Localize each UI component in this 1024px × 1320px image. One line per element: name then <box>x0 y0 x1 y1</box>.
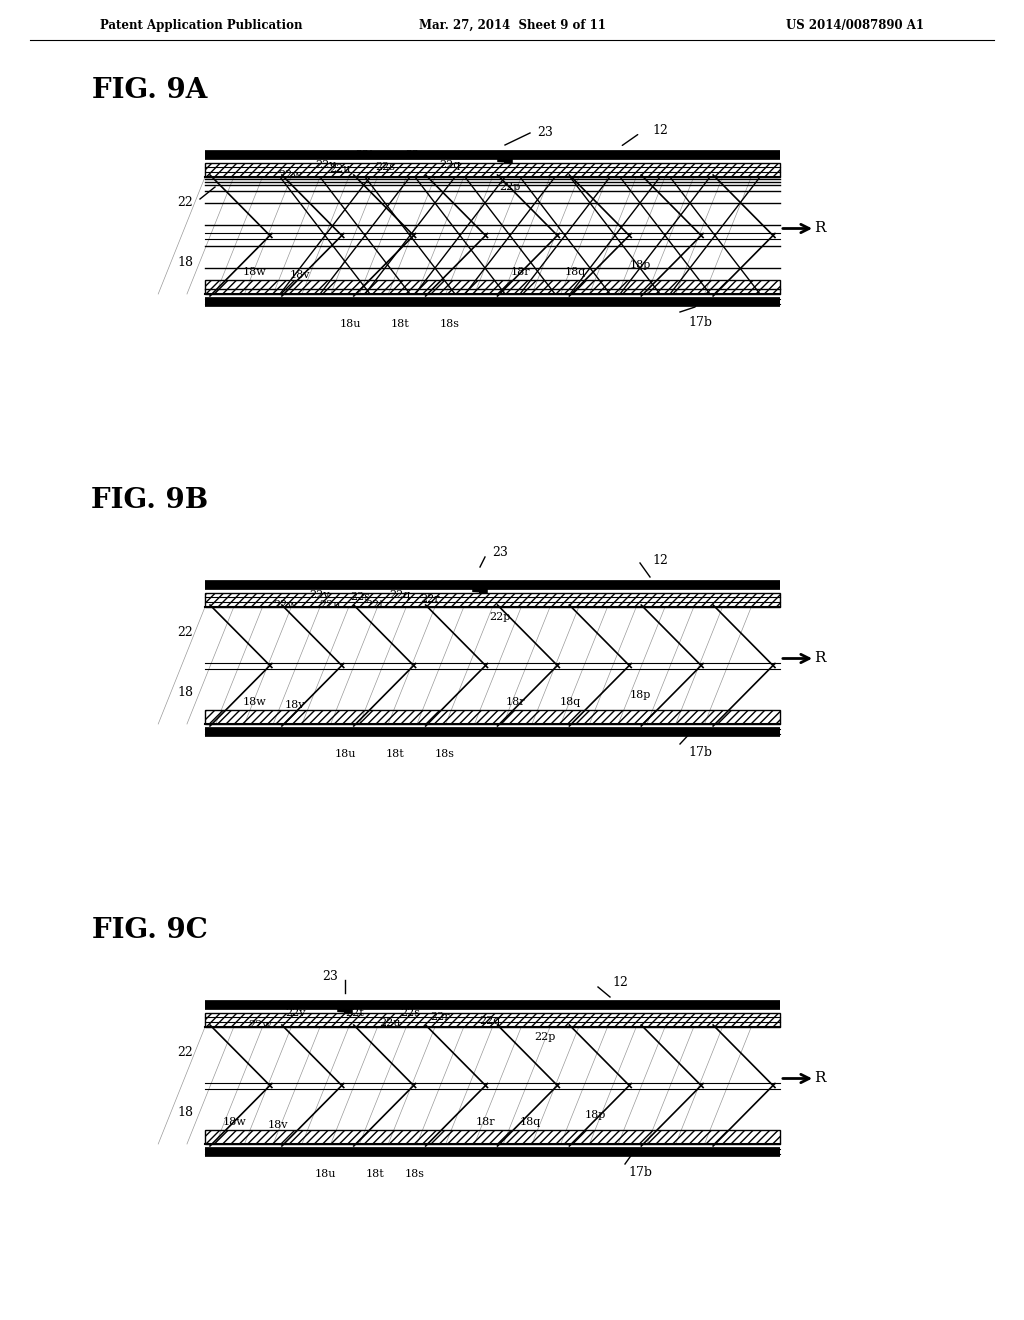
Text: 22w: 22w <box>279 170 302 180</box>
Text: R: R <box>814 652 825 665</box>
Text: 18t: 18t <box>366 1170 384 1179</box>
Text: 22q: 22q <box>389 590 411 601</box>
Text: 18u: 18u <box>334 748 355 759</box>
Text: 18: 18 <box>177 256 193 268</box>
Text: 22s: 22s <box>350 591 370 602</box>
Text: 22t: 22t <box>355 150 375 160</box>
Text: 22v: 22v <box>285 1008 305 1018</box>
Text: 18: 18 <box>177 1106 193 1118</box>
Polygon shape <box>205 710 780 723</box>
Text: 22: 22 <box>177 626 193 639</box>
Text: 18q: 18q <box>519 1117 541 1127</box>
Text: 22s: 22s <box>400 1008 420 1018</box>
Text: 22: 22 <box>177 195 193 209</box>
Text: 22s: 22s <box>375 162 395 172</box>
Text: 18v: 18v <box>267 1119 288 1130</box>
Text: 18u: 18u <box>339 319 360 329</box>
Text: 18v: 18v <box>290 271 310 280</box>
Text: FIG. 9B: FIG. 9B <box>91 487 209 513</box>
Text: 23: 23 <box>323 970 338 983</box>
Text: 22v: 22v <box>314 160 335 170</box>
Text: FIG. 9A: FIG. 9A <box>92 77 208 103</box>
Text: 18s: 18s <box>435 748 455 759</box>
Text: 18q: 18q <box>559 697 581 708</box>
Text: 22v: 22v <box>309 590 331 601</box>
Text: 18t: 18t <box>386 748 404 759</box>
Text: 22: 22 <box>177 1045 193 1059</box>
Polygon shape <box>205 1012 780 1027</box>
Text: 18t: 18t <box>390 319 410 329</box>
Text: Mar. 27, 2014  Sheet 9 of 11: Mar. 27, 2014 Sheet 9 of 11 <box>419 18 605 32</box>
Text: 18: 18 <box>177 685 193 698</box>
Text: 22p: 22p <box>535 1032 556 1041</box>
Text: 18r: 18r <box>505 697 525 708</box>
Text: 12: 12 <box>652 124 668 136</box>
Text: 18w: 18w <box>243 697 267 708</box>
Text: 18w: 18w <box>243 267 267 277</box>
Text: 12: 12 <box>652 553 668 566</box>
Text: 17b: 17b <box>628 1166 652 1179</box>
Text: 22r: 22r <box>420 594 440 605</box>
Text: 22r: 22r <box>430 1012 450 1022</box>
Text: 17b: 17b <box>688 315 712 329</box>
Text: R: R <box>814 222 825 235</box>
Text: 17b: 17b <box>688 746 712 759</box>
Text: 18r: 18r <box>510 267 529 277</box>
Text: 18p: 18p <box>630 690 650 700</box>
Text: 22u: 22u <box>330 164 351 174</box>
Text: 22t: 22t <box>346 1008 365 1018</box>
Polygon shape <box>205 280 780 294</box>
Text: 18s: 18s <box>406 1170 425 1179</box>
Text: Patent Application Publication: Patent Application Publication <box>100 18 302 32</box>
Text: 22p: 22p <box>489 612 511 622</box>
Text: 18w: 18w <box>223 1117 247 1127</box>
Text: 22p: 22p <box>500 182 520 191</box>
Text: 23: 23 <box>493 546 508 560</box>
Text: 18v: 18v <box>285 700 305 710</box>
Polygon shape <box>205 593 780 607</box>
Polygon shape <box>205 162 780 177</box>
Text: 22q: 22q <box>479 1016 501 1026</box>
Text: 18q: 18q <box>564 267 586 277</box>
Text: 22w: 22w <box>248 1020 272 1030</box>
Text: 22w: 22w <box>273 601 297 610</box>
Text: 18p: 18p <box>585 1110 605 1119</box>
Text: R: R <box>814 1072 825 1085</box>
Text: 18u: 18u <box>314 1170 336 1179</box>
Text: 22u: 22u <box>379 1018 400 1028</box>
Polygon shape <box>205 1130 780 1144</box>
Text: 18s: 18s <box>440 319 460 329</box>
Text: 22u: 22u <box>319 601 341 610</box>
Text: US 2014/0087890 A1: US 2014/0087890 A1 <box>786 18 924 32</box>
Text: FIG. 9C: FIG. 9C <box>92 916 208 944</box>
Text: 18r: 18r <box>475 1117 495 1127</box>
Text: 23: 23 <box>537 127 553 140</box>
Text: 12: 12 <box>612 977 628 990</box>
Text: 18p: 18p <box>630 260 650 271</box>
Text: 22r: 22r <box>406 150 425 160</box>
Text: 22q: 22q <box>439 160 461 170</box>
Text: 22t: 22t <box>366 601 384 610</box>
